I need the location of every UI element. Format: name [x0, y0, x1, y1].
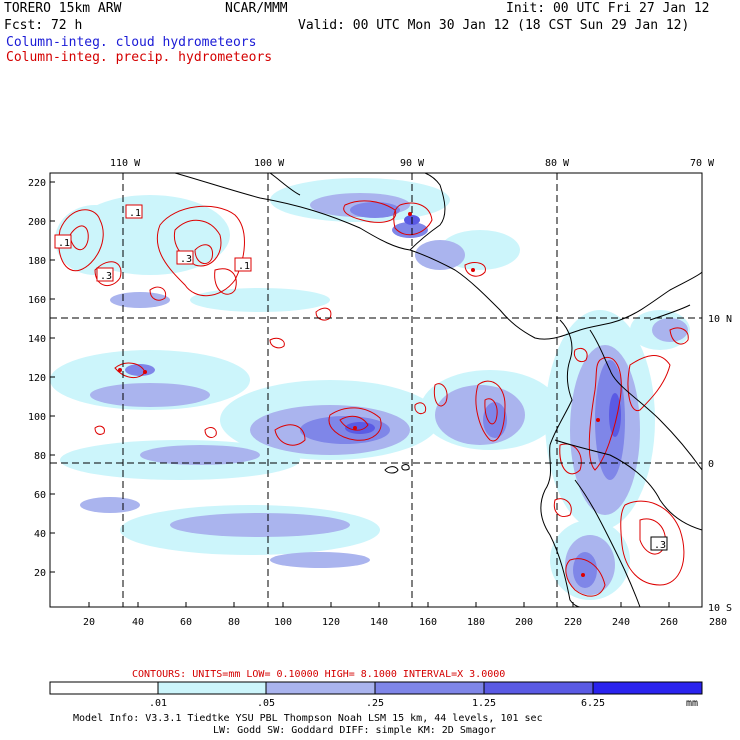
x-tick: 20: [83, 617, 95, 628]
x-tick: 140: [370, 617, 388, 628]
colorbar-bin: [375, 682, 484, 694]
lon-label: 100 W: [254, 158, 285, 169]
organization: NCAR/MMM: [225, 1, 288, 16]
contour-label: .1: [58, 238, 70, 249]
model-info-physics: LW: Godd SW: Goddard DIFF: simple KM: 2D…: [213, 725, 496, 736]
y-tick-labels: 220 200 180 160 140 120 100 80 60 40 20: [28, 178, 46, 579]
x-tick: 220: [564, 617, 582, 628]
x-tick: 60: [180, 617, 192, 628]
colorbar-tick: .25: [366, 698, 384, 709]
x-tick: 80: [228, 617, 240, 628]
latitude-labels: 10 N 0 10 S: [708, 314, 732, 614]
colorbar-bin: [158, 682, 266, 694]
contours-info: CONTOURS: UNITS=mm LOW= 0.10000 HIGH= 8.…: [132, 669, 505, 680]
x-tick: 280: [709, 617, 727, 628]
colorbar-tick: 6.25: [581, 698, 605, 709]
shading-layer: [50, 178, 690, 600]
lon-label: 70 W: [690, 158, 715, 169]
y-tick: 80: [34, 451, 46, 462]
contour-label: .3: [100, 271, 112, 282]
model-info: Model Info: V3.3.1 Tiedtke YSU PBL Thomp…: [73, 713, 543, 724]
colorbar-bin: [50, 682, 158, 694]
valid-time: Valid: 00 UTC Mon 30 Jan 12 (18 CST Sun …: [298, 18, 690, 33]
colorbar-tick: .01: [149, 698, 167, 709]
lat-label: 10 S: [708, 603, 732, 614]
y-tick: 180: [28, 256, 46, 267]
x-tick: 160: [419, 617, 437, 628]
coastlines: [174, 173, 702, 607]
y-tick: 40: [34, 529, 46, 540]
longitude-labels: 110 W 100 W 90 W 80 W 70 W: [110, 158, 715, 169]
colorbar-unit: mm: [686, 698, 698, 709]
colorbar-bin: [484, 682, 593, 694]
y-tick: 120: [28, 373, 46, 384]
colorbar-bin: [266, 682, 375, 694]
map-frame: [49, 172, 703, 608]
lon-label: 90 W: [400, 158, 425, 169]
lat-label: 10 N: [708, 314, 732, 325]
x-tick-labels: 20 40 60 80 100 120 140 160 180 200 220 …: [83, 617, 727, 628]
x-tick: 260: [660, 617, 678, 628]
x-tick: 180: [467, 617, 485, 628]
colorbar: .01 .05 .25 1.25 6.25 mm: [49, 681, 703, 709]
contour-label: .3: [180, 254, 192, 265]
colorbar-tick: 1.25: [472, 698, 496, 709]
y-tick: 200: [28, 217, 46, 228]
init-time: Init: 00 UTC Fri 27 Jan 12: [506, 1, 710, 16]
y-tick: 100: [28, 412, 46, 423]
grid-lines: [50, 173, 702, 607]
contour-label: .3: [654, 540, 666, 551]
contour-labels: .1 .1 .3 .1 .3 .3: [54, 204, 668, 551]
lat-label: 0: [708, 459, 714, 470]
y-tick: 60: [34, 490, 46, 501]
x-tick: 240: [612, 617, 630, 628]
x-tick: 40: [132, 617, 144, 628]
y-tick: 220: [28, 178, 46, 189]
colorbar-bin: [593, 682, 702, 694]
x-tick: 100: [274, 617, 292, 628]
x-tick: 120: [322, 617, 340, 628]
contour-label: .1: [129, 208, 141, 219]
axis-ticks: [50, 181, 670, 607]
y-tick: 160: [28, 295, 46, 306]
y-tick: 20: [34, 568, 46, 579]
field-label-precip: Column-integ. precip. hydrometeors: [6, 50, 273, 65]
model-name: TORERO 15km ARW: [4, 1, 122, 16]
y-tick: 140: [28, 334, 46, 345]
field-label-cloud: Column-integ. cloud hydrometeors: [6, 35, 257, 50]
contour-label: .1: [238, 261, 250, 272]
lon-label: 80 W: [545, 158, 570, 169]
x-tick: 200: [515, 617, 533, 628]
lon-label: 110 W: [110, 158, 141, 169]
colorbar-tick: .05: [257, 698, 275, 709]
forecast-hour: Fcst: 72 h: [4, 18, 83, 33]
